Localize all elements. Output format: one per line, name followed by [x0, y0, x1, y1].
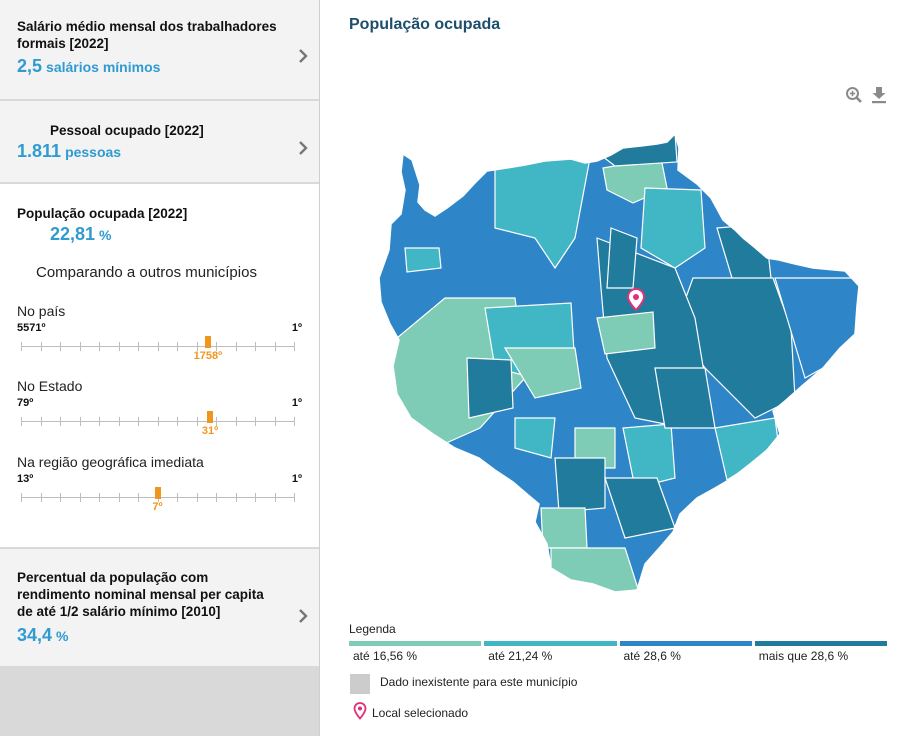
ranking-tick — [138, 417, 139, 426]
ranking-state: No Estado 79º 1º 31º — [17, 378, 302, 437]
indicator-sidebar: Salário médio mensal dos trabalhadores f… — [0, 0, 320, 736]
page-title: População ocupada — [349, 16, 501, 33]
ranking-tick — [196, 493, 198, 502]
ranking-tick — [138, 342, 139, 351]
legend-bars — [349, 641, 887, 646]
ranking-tick — [177, 342, 178, 351]
ranking-marker — [204, 336, 211, 348]
ranking-tick — [99, 493, 100, 502]
card-staff-title: Pessoal ocupado [2022] — [50, 123, 204, 138]
ranking-tick — [294, 493, 295, 502]
legend-label-class-2: até 21,24 % — [488, 649, 553, 663]
legend-bar-class-1 — [349, 641, 482, 646]
card-staff[interactable]: Pessoal ocupado [2022] 1.811 pessoas — [0, 101, 319, 182]
ranking-tick — [294, 342, 295, 351]
ranking-tick — [294, 417, 295, 426]
ranking-tick — [21, 493, 22, 502]
no-data-swatch — [350, 674, 370, 694]
ranking-tick — [157, 417, 159, 426]
card-occupied-title: População ocupada [2022] — [17, 206, 188, 221]
ranking-tick — [79, 342, 81, 351]
ranking-tick — [255, 342, 256, 351]
ranking-tick — [60, 493, 61, 502]
ranking-marker — [154, 487, 161, 499]
ranking-tick — [216, 493, 217, 502]
ranking-tick — [40, 417, 42, 426]
ranking-tick — [274, 417, 276, 426]
legend-title: Legenda — [349, 622, 396, 636]
legend-label-class-4: mais que 28,6 % — [758, 649, 849, 663]
ranking-tick — [274, 342, 276, 351]
ranking-tick — [60, 417, 61, 426]
ranking-tick — [216, 417, 217, 426]
ranking-track — [21, 342, 295, 351]
ranking-region: Na região geográfica imediata 13º 1º 7º — [17, 454, 302, 513]
legend-bar-class-2 — [484, 641, 617, 646]
ranking-position: 7º — [152, 501, 163, 513]
ranking-tick — [216, 342, 217, 351]
selected-location-label: Local selecionado — [372, 706, 469, 720]
ranking-tick — [274, 493, 276, 502]
choropleth-map[interactable] — [375, 128, 875, 598]
card-staff-value: 1.811 pessoas — [17, 141, 122, 161]
ranking-marker — [206, 411, 213, 423]
card-occupied: População ocupada [2022] 22,81% Comparan… — [0, 184, 319, 547]
card-income-value: 34,4% — [17, 625, 69, 645]
ranking-tick — [79, 417, 81, 426]
zoom-in-icon[interactable] — [845, 86, 863, 104]
card-salary-value: 2,5 salários mínimos — [17, 56, 161, 76]
legend-label-class-3: até 28,6 % — [623, 649, 681, 663]
card-income[interactable]: Percentual da população com rendimento n… — [0, 549, 319, 666]
ranking-position: 1758º — [193, 350, 223, 362]
ranking-tick — [235, 417, 237, 426]
ranking-tick — [40, 342, 42, 351]
ranking-tick — [21, 417, 22, 426]
ranking-tick — [118, 342, 120, 351]
legend-bar-class-3 — [619, 641, 752, 646]
ranking-tick — [235, 493, 237, 502]
ranking-tick — [177, 417, 178, 426]
card-salary-title: Salário médio mensal dos trabalhadores f… — [17, 19, 277, 51]
legend-bar-class-4 — [754, 641, 887, 646]
ranking-tick — [118, 417, 120, 426]
chevron-right-icon[interactable] — [297, 47, 309, 65]
ranking-tick — [60, 342, 61, 351]
no-data-label: Dado inexistente para este município — [380, 675, 578, 689]
ranking-tick — [157, 342, 159, 351]
ranking-tick — [99, 342, 100, 351]
legend-labels: até 16,56 % até 21,24 % até 28,6 % mais … — [349, 649, 887, 663]
ranking-tick — [118, 493, 120, 502]
ranking-tick — [79, 493, 81, 502]
download-icon[interactable] — [870, 86, 888, 104]
ranking-track — [21, 417, 295, 426]
ranking-tick — [255, 493, 256, 502]
ranking-tick — [21, 342, 22, 351]
ranking-position: 31º — [201, 425, 219, 437]
ranking-tick — [177, 493, 178, 502]
ranking-tick — [255, 417, 256, 426]
ranking-country: No país 5571º 1º 1758º — [17, 303, 302, 362]
map-pin-icon — [353, 702, 367, 720]
ranking-tick — [196, 417, 198, 426]
chevron-right-icon[interactable] — [297, 607, 309, 625]
chevron-right-icon[interactable] — [297, 139, 309, 157]
card-income-title: Percentual da população com rendimento n… — [17, 570, 264, 619]
ranking-tick — [235, 342, 237, 351]
compare-heading: Comparando a outros municípios — [36, 264, 257, 281]
selected-location-marker[interactable] — [626, 287, 646, 312]
legend-label-class-1: até 16,56 % — [353, 649, 418, 663]
ranking-tick — [40, 493, 42, 502]
ranking-tick — [196, 342, 198, 351]
ranking-tick — [138, 493, 139, 502]
card-salary[interactable]: Salário médio mensal dos trabalhadores f… — [0, 0, 319, 99]
card-occupied-value: 22,81% — [50, 224, 112, 244]
ranking-tick — [99, 417, 100, 426]
